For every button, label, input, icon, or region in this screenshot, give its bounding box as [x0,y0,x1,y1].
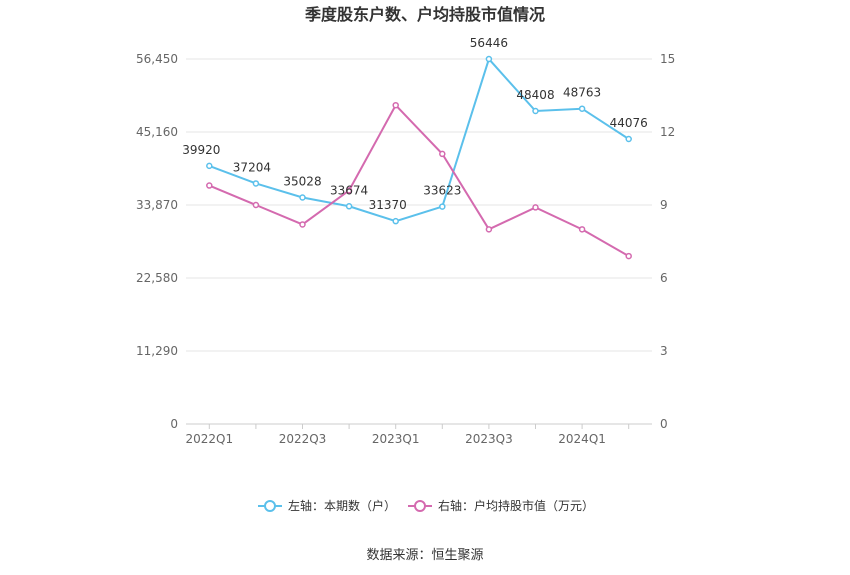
data-point-left [578,105,586,112]
data-point-right [392,101,399,109]
data-point-left [532,107,539,115]
x-tick-label: 2022Q3 [279,432,327,446]
data-point-right [439,150,446,158]
data-label: 48763 [563,86,601,100]
grid-lines [186,58,652,425]
right-tick-label: 9 [660,198,668,212]
legend-label-right: 右轴：户均持股市值（万元） [438,498,594,513]
legend-item-left-series[interactable]: 左轴：本期数（户） [258,498,396,513]
left-tick-label: 0 [170,417,178,431]
data-label: 33674 [330,183,368,197]
right-tick-label: 15 [660,52,675,66]
chart-title: 季度股东户数、户均持股市值情况 [304,5,545,24]
data-label: 33623 [423,184,461,198]
left-axis-ticks: 0 11,290 22,580 33,870 45,160 56,450 [136,52,178,431]
data-point-right [578,226,586,233]
right-tick-label: 6 [660,271,668,285]
left-tick-label: 11,290 [136,344,178,358]
data-point-left [625,135,632,143]
data-label: 39920 [182,143,220,157]
legend-marker-right [414,500,426,512]
data-point-right [625,252,632,260]
series-line-right [208,103,630,257]
data-point-left [206,162,213,170]
data-point-left [345,203,353,210]
data-source: 数据来源：恒生聚源 [366,548,483,563]
data-point-left [439,203,446,210]
right-tick-label: 0 [660,417,668,431]
data-point-right [485,226,493,233]
data-point-right [206,182,213,189]
right-tick-label: 3 [660,344,668,358]
x-tick-label: 2024Q1 [558,432,606,446]
data-label: 48408 [516,88,554,102]
right-tick-label: 12 [660,125,675,139]
data-point-right [252,201,260,209]
series-lines [208,57,630,257]
series-points [206,55,632,260]
left-tick-label: 45,160 [136,125,178,139]
data-point-right [532,204,539,211]
data-label: 35028 [283,175,321,189]
legend-marker-left [264,500,276,512]
x-tick-label: 2022Q1 [185,432,233,446]
left-tick-label: 33,870 [136,198,178,212]
x-tick-label: 2023Q3 [465,432,513,446]
series-line-left [208,57,630,223]
data-point-left [252,180,260,187]
data-label: 56446 [470,36,508,50]
x-axis: 2022Q1 2022Q3 2023Q1 2023Q3 2024Q1 [185,424,630,446]
right-axis-ticks: 0 3 6 9 12 15 [660,52,675,431]
data-label: 31370 [369,198,407,212]
legend-label-left: 左轴：本期数（户） [288,498,396,513]
data-point-left [299,194,306,201]
legend-item-right-series[interactable]: 右轴：户均持股市值（万元） [408,498,594,513]
legend: 左轴：本期数（户） 右轴：户均持股市值（万元） [258,498,594,513]
data-label: 37204 [233,160,271,174]
left-tick-label: 22,580 [136,271,178,285]
data-point-right [299,221,306,228]
data-point-left [485,55,493,63]
data-point-left [392,217,399,225]
x-tick-label: 2023Q1 [372,432,420,446]
left-tick-label: 56,450 [136,52,178,66]
data-label: 44076 [610,116,648,130]
data-point-right [345,187,353,194]
